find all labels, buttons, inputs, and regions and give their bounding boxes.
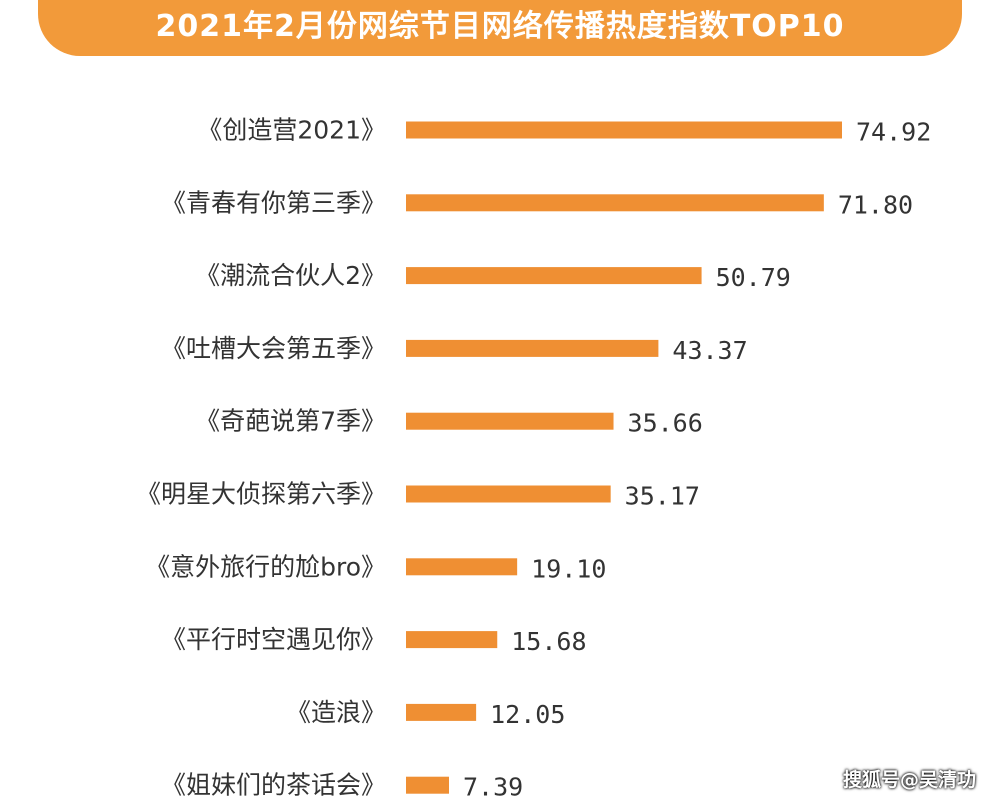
- value-label: 74.92: [856, 118, 931, 147]
- value-label: 12.05: [490, 700, 565, 729]
- value-label: 15.68: [511, 627, 586, 656]
- bar: [406, 776, 450, 794]
- value-label: 50.79: [716, 263, 791, 292]
- value-label: 35.17: [625, 482, 700, 511]
- category-label: 《意外旅行的尬bro》: [145, 552, 386, 581]
- title-banner: 2021年2月份网综节目网络传播热度指数TOP10: [38, 0, 962, 56]
- bar: [406, 485, 611, 503]
- category-label: 《明星大侦探第六季》: [136, 480, 386, 509]
- category-label: 《奇葩说第7季》: [195, 407, 386, 436]
- watermark: 搜狐号@吴清功: [842, 769, 976, 791]
- chart-title: 2021年2月份网综节目网络传播热度指数TOP10: [155, 9, 845, 44]
- bar: [406, 412, 614, 430]
- bar: [406, 267, 702, 285]
- category-label: 《平行时空遇见你》: [161, 625, 386, 654]
- bar: [406, 631, 498, 649]
- category-label: 《姐妹们的茶话会》: [161, 771, 386, 800]
- value-label: 19.10: [531, 554, 606, 583]
- bar: [406, 703, 477, 721]
- value-label: 43.37: [672, 336, 747, 365]
- bar: [406, 121, 842, 139]
- bar: [406, 558, 518, 576]
- category-label: 《创造营2021》: [197, 116, 386, 145]
- value-label: 71.80: [838, 190, 913, 219]
- value-label: 35.66: [628, 409, 703, 438]
- category-label: 《造浪》: [286, 698, 386, 727]
- bar: [406, 194, 824, 212]
- bar: [406, 339, 659, 357]
- category-label: 《潮流合伙人2》: [195, 261, 386, 290]
- category-label: 《青春有你第三季》: [161, 188, 386, 217]
- value-label: 7.39: [463, 773, 523, 802]
- category-label: 《吐槽大会第五季》: [161, 334, 386, 363]
